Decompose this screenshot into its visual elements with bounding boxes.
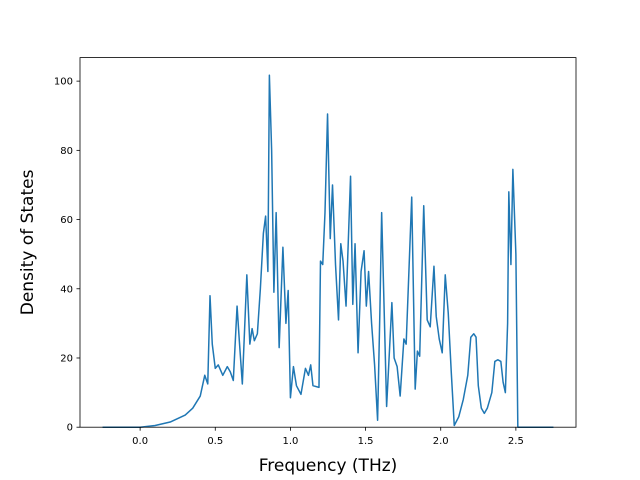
x-tick-label: 0.5	[207, 436, 223, 447]
plot-frame	[79, 57, 577, 428]
y-tick-label: 0	[67, 423, 73, 434]
y-tick-label: 20	[60, 353, 73, 364]
x-tick-label: 1.5	[358, 436, 374, 447]
y-axis-label: Density of States	[18, 169, 38, 315]
y-tick-label: 40	[60, 284, 73, 295]
x-tick-label: 2.5	[508, 436, 524, 447]
dos-line	[102, 74, 554, 428]
x-tick-label: 1.0	[282, 436, 298, 447]
y-tick-label: 80	[60, 146, 73, 157]
x-tick-label: 0.0	[132, 436, 148, 447]
y-tick-label: 60	[60, 215, 73, 226]
x-axis-label: Frequency (THz)	[259, 456, 398, 476]
y-tick-label: 100	[54, 77, 73, 88]
x-tick-label: 2.0	[433, 436, 449, 447]
